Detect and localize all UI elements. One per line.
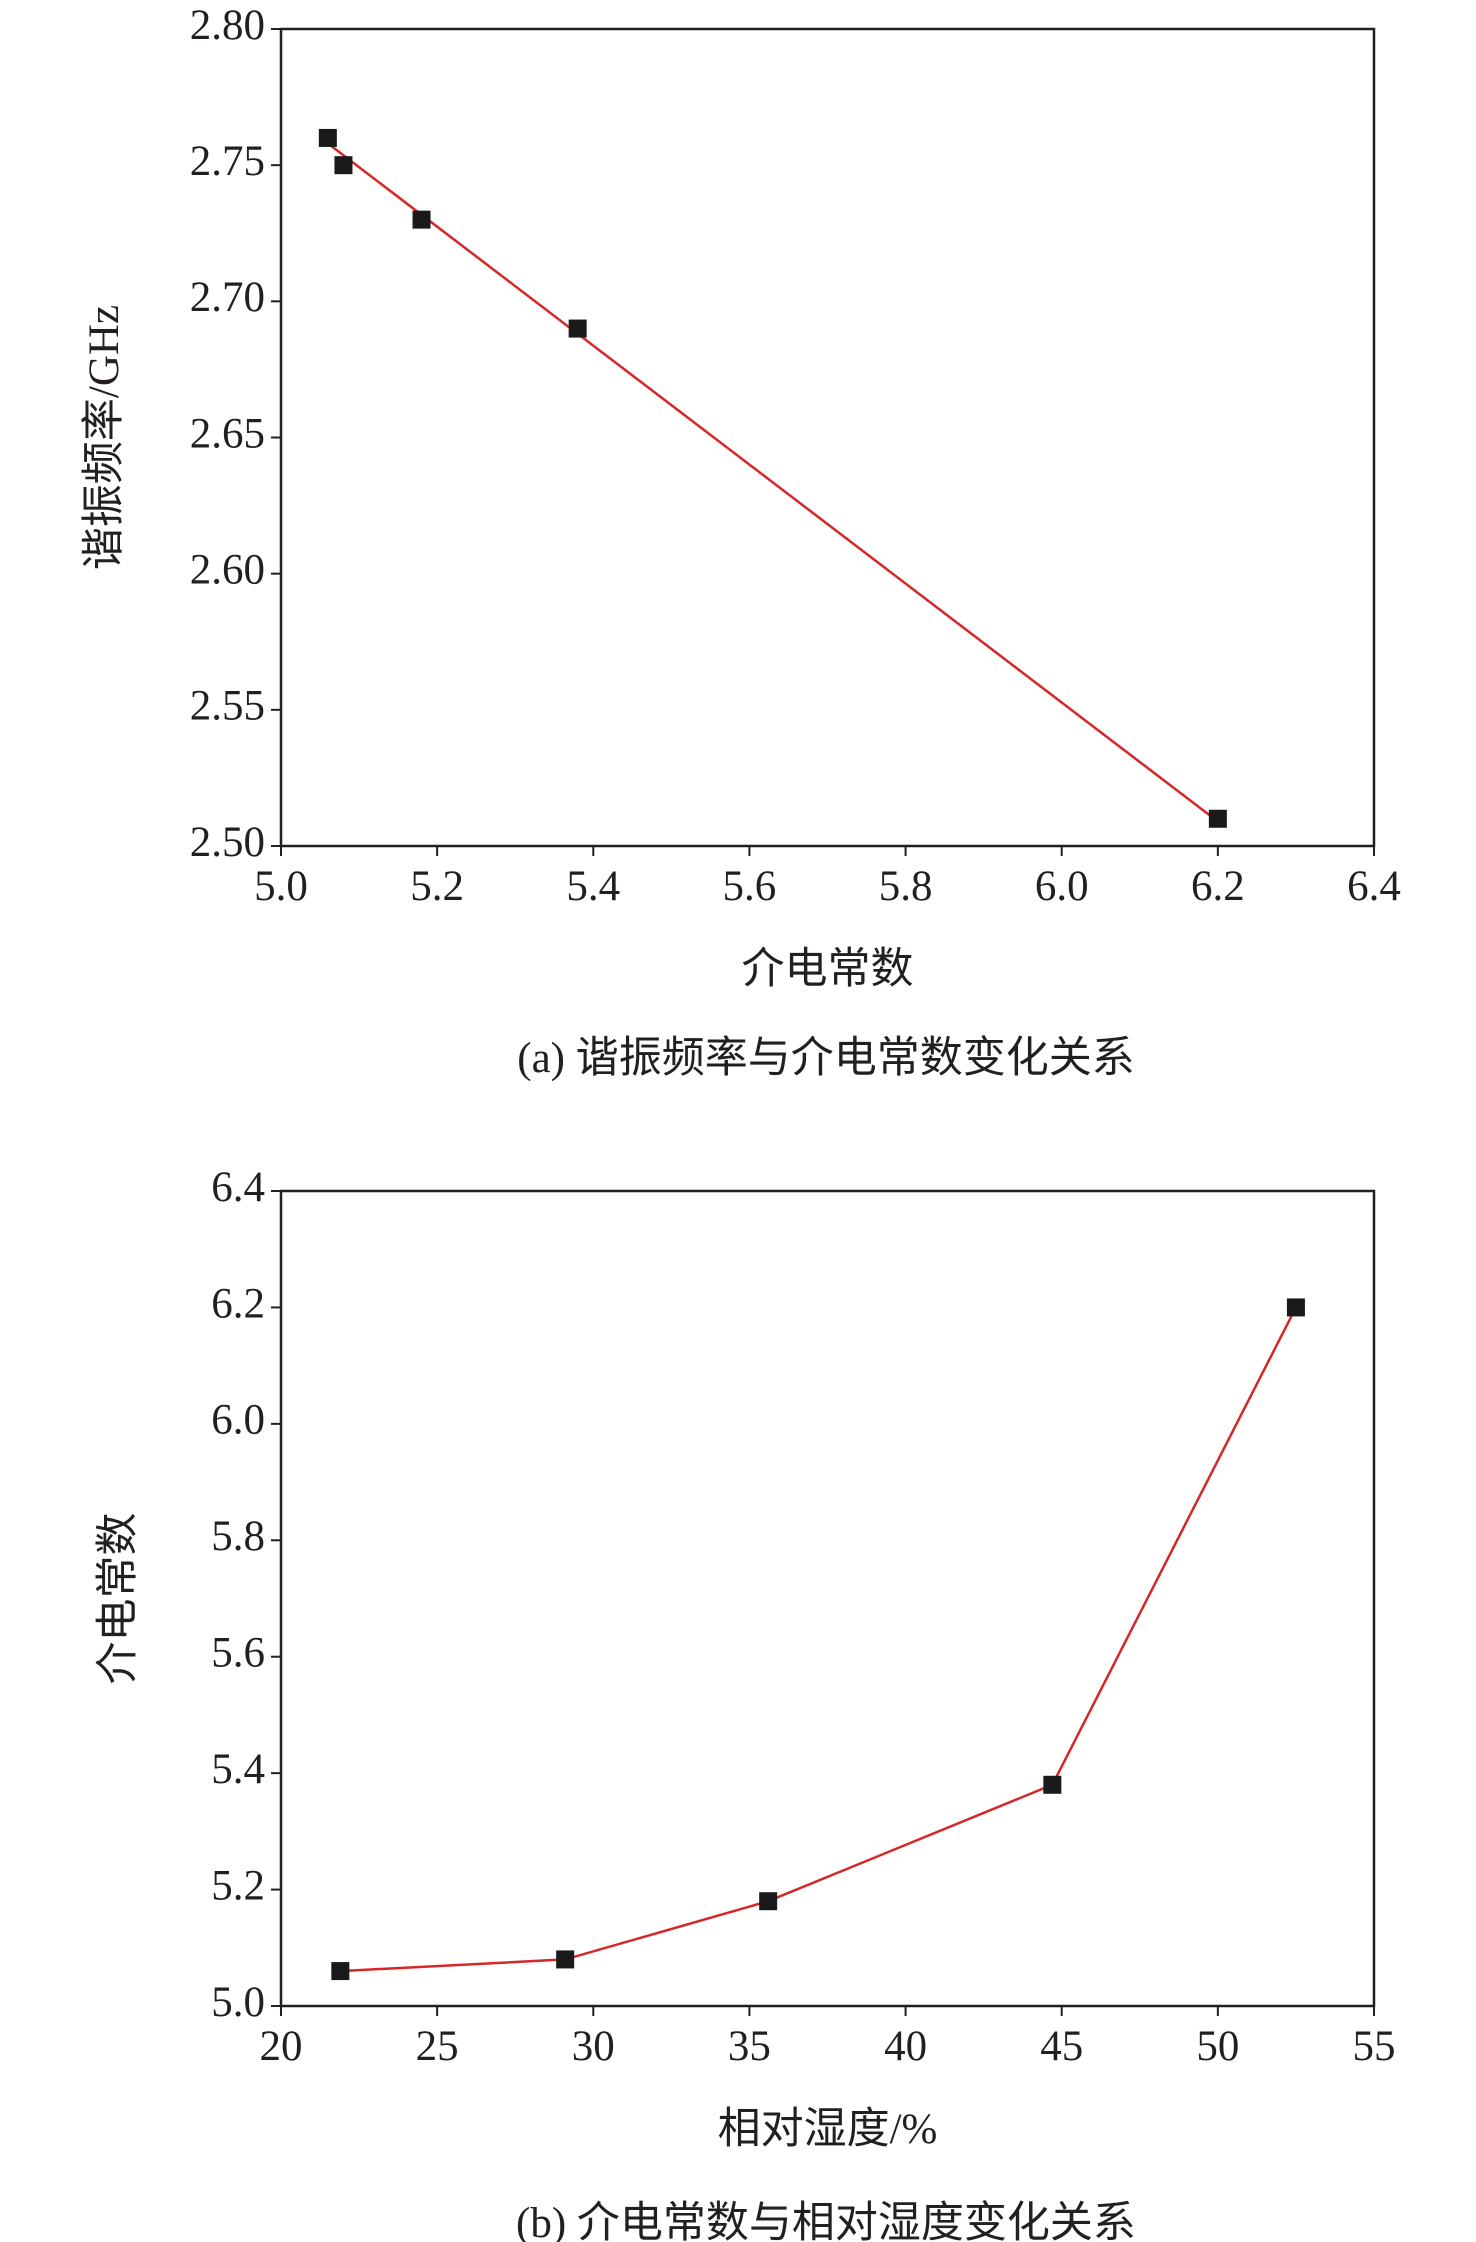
marker — [412, 210, 431, 229]
y-tick-label: 2.50 — [190, 819, 265, 866]
caption: (b) 介电常数与相对湿度变化关系 — [516, 2199, 1136, 2242]
series-line — [340, 1306, 1298, 1973]
x-axis-label: 介电常数 — [742, 946, 914, 993]
x-tick-label: 45 — [1040, 2023, 1083, 2070]
x-tick-label: 25 — [416, 2023, 459, 2070]
y-tick-label: 5.2 — [211, 1862, 265, 1909]
y-axis-label: 介电常数 — [95, 1513, 142, 1685]
x-tick-label: 20 — [260, 2023, 303, 2070]
marker — [556, 1950, 575, 1969]
y-tick-label: 2.60 — [190, 547, 265, 594]
y-tick-label: 2.75 — [190, 138, 265, 185]
y-tick-label: 2.80 — [190, 2, 265, 49]
y-tick-label: 6.2 — [211, 1280, 265, 1327]
marker — [334, 156, 353, 175]
plot-frame — [279, 1189, 1376, 2008]
y-axis-label: 谐振频率/GHz — [80, 305, 128, 570]
y-tick-label: 5.4 — [211, 1746, 265, 1793]
x-tick-label: 6.4 — [1347, 863, 1401, 910]
x-tick-label: 40 — [884, 2023, 927, 2070]
x-tick-label: 55 — [1353, 2023, 1396, 2070]
x-tick-label: 5.6 — [723, 863, 777, 910]
x-tick-label: 6.2 — [1191, 863, 1245, 910]
x-tick-label: 30 — [572, 2023, 615, 2070]
marker — [331, 1962, 350, 1981]
marker — [568, 319, 587, 338]
plot-frame — [279, 27, 1376, 848]
x-tick-label: 5.2 — [410, 863, 464, 910]
fit-line — [327, 142, 1219, 823]
marker — [1208, 809, 1227, 828]
y-tick-label: 5.6 — [211, 1630, 265, 1677]
x-tick-label: 5.8 — [879, 863, 933, 910]
marker — [759, 1892, 778, 1911]
y-tick-label: 5.8 — [211, 1513, 265, 1560]
x-tick-label: 35 — [728, 2023, 771, 2070]
marker — [1043, 1775, 1062, 1794]
y-tick-label: 2.65 — [190, 410, 265, 457]
x-tick-label: 5.0 — [254, 863, 308, 910]
y-tick-label: 2.55 — [190, 683, 265, 730]
y-tick-label: 6.0 — [211, 1397, 265, 1444]
caption: (a) 谐振频率与介电常数变化关系 — [517, 1034, 1134, 1082]
y-tick-label: 6.4 — [211, 1164, 265, 1211]
x-tick-label: 6.0 — [1035, 863, 1089, 910]
y-tick-label: 5.0 — [211, 1979, 265, 2026]
x-tick-label: 5.4 — [566, 863, 620, 910]
y-tick-label: 2.70 — [190, 274, 265, 321]
x-axis-label: 相对湿度/% — [718, 2106, 938, 2153]
marker — [1286, 1298, 1305, 1317]
marker — [318, 128, 337, 147]
x-tick-label: 50 — [1196, 2023, 1239, 2070]
